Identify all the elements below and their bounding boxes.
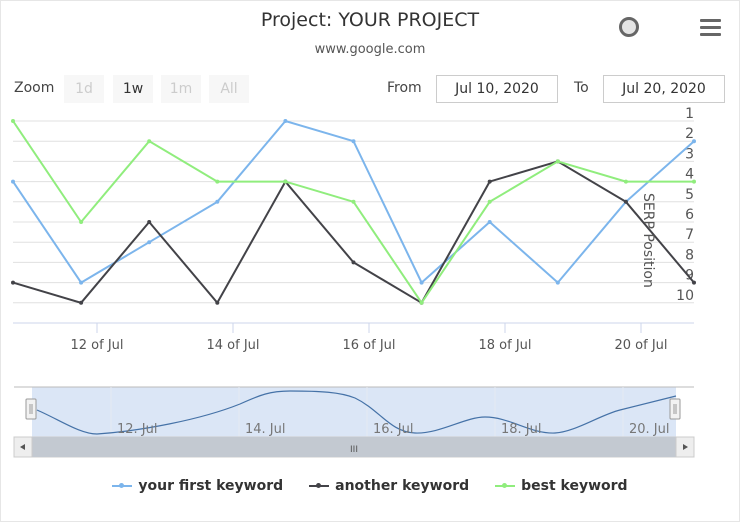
svg-text:1: 1 bbox=[685, 106, 694, 122]
to-date-input[interactable]: Jul 20, 2020 bbox=[603, 75, 725, 103]
svg-text:7: 7 bbox=[685, 227, 694, 243]
svg-text:14. Jul: 14. Jul bbox=[245, 422, 286, 437]
chart-subtitle: www.google.com bbox=[314, 42, 426, 57]
y-axis-title: SERP Position bbox=[640, 193, 656, 288]
legend-label: your first keyword bbox=[138, 478, 284, 494]
zoom-1m-button[interactable]: 1m bbox=[161, 75, 201, 103]
svg-text:8: 8 bbox=[685, 247, 694, 263]
svg-text:12 of Jul: 12 of Jul bbox=[70, 338, 123, 353]
svg-text:20 of Jul: 20 of Jul bbox=[614, 338, 667, 353]
line-marker-icon bbox=[112, 483, 133, 488]
svg-text:16. Jul: 16. Jul bbox=[373, 422, 414, 437]
circle-icon[interactable] bbox=[619, 17, 639, 37]
hamburger-menu-icon[interactable] bbox=[700, 19, 721, 36]
svg-text:18 of Jul: 18 of Jul bbox=[478, 338, 531, 353]
legend-item-your-first-keyword[interactable]: your first keyword bbox=[112, 478, 283, 494]
legend: your first keyword another keyword best … bbox=[0, 478, 740, 494]
zoom-label: Zoom bbox=[14, 80, 55, 96]
svg-text:18. Jul: 18. Jul bbox=[501, 422, 542, 437]
to-label: To bbox=[574, 80, 589, 96]
line-marker-icon bbox=[309, 483, 330, 488]
legend-item-another-keyword[interactable]: another keyword bbox=[309, 478, 469, 494]
line-marker-icon bbox=[495, 483, 516, 488]
svg-text:9: 9 bbox=[685, 268, 694, 284]
svg-text:5: 5 bbox=[685, 187, 694, 203]
plot-area: 1 2 3 4 5 6 7 8 9 10 12 of Jul 14 of Jul 16 of Jul 18… bbox=[11, 106, 696, 458]
legend-label: another keyword bbox=[335, 478, 470, 494]
zoom-all-button[interactable]: All bbox=[209, 75, 249, 103]
svg-text:12. Jul: 12. Jul bbox=[117, 422, 158, 437]
svg-text:20. Jul: 20. Jul bbox=[629, 422, 670, 437]
chart-title: Project: YOUR PROJECT bbox=[260, 9, 480, 31]
svg-text:14 of Jul: 14 of Jul bbox=[206, 338, 259, 353]
svg-text:10: 10 bbox=[676, 288, 694, 304]
svg-text:III: III bbox=[350, 445, 358, 455]
zoom-1d-button[interactable]: 1d bbox=[64, 75, 104, 103]
legend-label: best keyword bbox=[521, 478, 628, 494]
svg-text:2: 2 bbox=[685, 126, 694, 142]
from-date-input[interactable]: Jul 10, 2020 bbox=[436, 75, 558, 103]
from-label: From bbox=[387, 80, 422, 96]
svg-text:16 of Jul: 16 of Jul bbox=[342, 338, 395, 353]
legend-item-best-keyword[interactable]: best keyword bbox=[495, 478, 628, 494]
svg-text:6: 6 bbox=[685, 207, 694, 223]
svg-text:3: 3 bbox=[685, 146, 694, 162]
zoom-1w-button[interactable]: 1w bbox=[113, 75, 153, 103]
svg-text:4: 4 bbox=[685, 167, 694, 183]
